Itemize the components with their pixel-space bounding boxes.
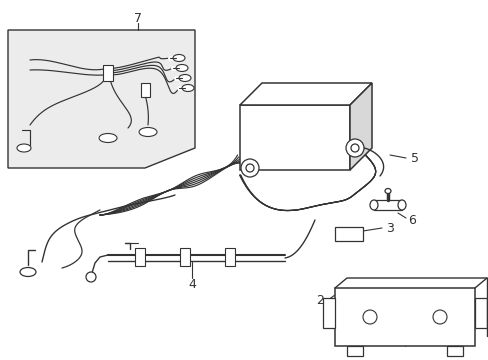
- Circle shape: [86, 272, 96, 282]
- Circle shape: [346, 139, 363, 157]
- Text: 2: 2: [315, 293, 323, 306]
- Text: 7: 7: [134, 12, 142, 24]
- Circle shape: [432, 310, 446, 324]
- Polygon shape: [8, 30, 195, 168]
- Circle shape: [241, 159, 259, 177]
- Bar: [334, 288, 474, 346]
- Bar: [141, 83, 150, 97]
- Ellipse shape: [176, 64, 187, 72]
- Bar: [346, 346, 362, 356]
- Text: 3: 3: [385, 221, 393, 234]
- Bar: [180, 248, 190, 266]
- Ellipse shape: [179, 75, 191, 81]
- Bar: [135, 248, 145, 266]
- Circle shape: [362, 310, 376, 324]
- Ellipse shape: [17, 144, 31, 152]
- Text: 1: 1: [315, 84, 323, 96]
- Text: 5: 5: [410, 152, 418, 165]
- Ellipse shape: [20, 267, 36, 276]
- Ellipse shape: [397, 200, 405, 210]
- Ellipse shape: [182, 85, 194, 91]
- Text: 6: 6: [407, 213, 415, 226]
- Bar: [240, 105, 349, 170]
- Bar: [224, 248, 235, 266]
- Ellipse shape: [369, 200, 377, 210]
- Ellipse shape: [139, 127, 157, 136]
- Polygon shape: [323, 298, 334, 328]
- Circle shape: [245, 164, 253, 172]
- Polygon shape: [334, 227, 362, 241]
- Ellipse shape: [173, 54, 184, 62]
- Text: 4: 4: [188, 279, 196, 292]
- Circle shape: [350, 144, 358, 152]
- Bar: [103, 65, 113, 81]
- Bar: [373, 200, 401, 210]
- Bar: [446, 346, 462, 356]
- Ellipse shape: [99, 134, 117, 143]
- Polygon shape: [240, 83, 371, 105]
- Ellipse shape: [384, 189, 390, 194]
- Polygon shape: [349, 83, 371, 170]
- Polygon shape: [474, 298, 486, 328]
